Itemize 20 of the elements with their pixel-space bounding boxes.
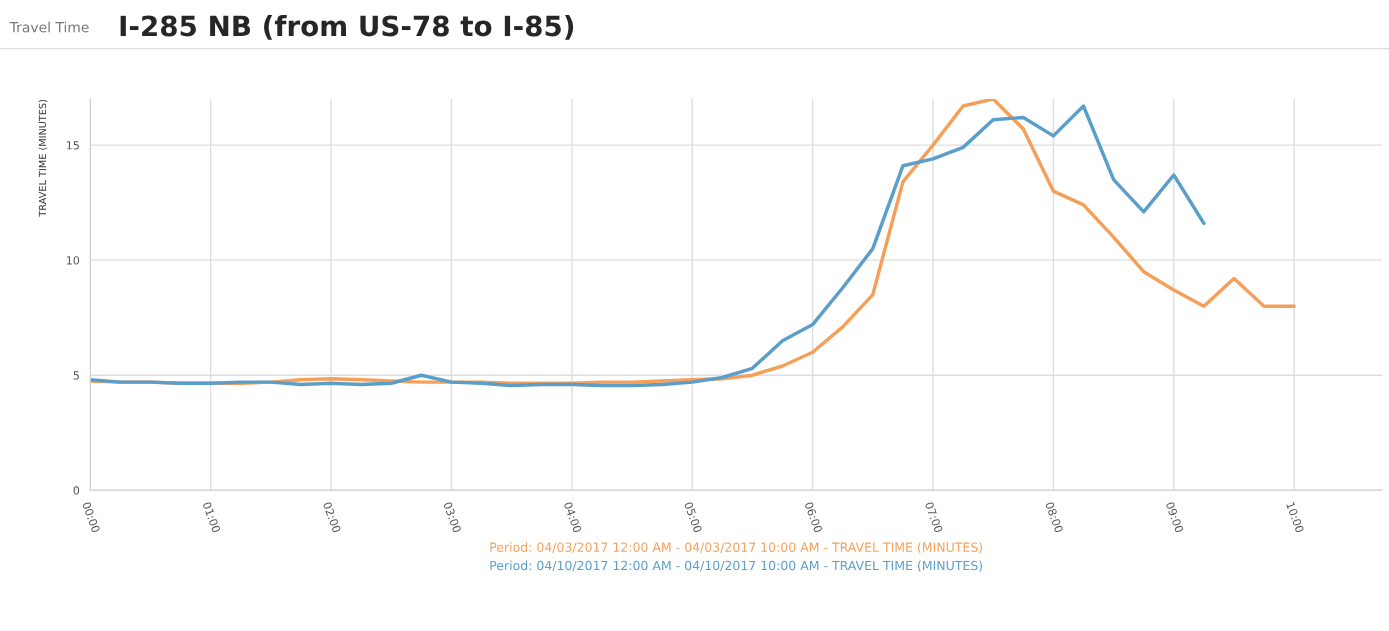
y-tick-label: 0	[73, 486, 80, 495]
x-tick-label: 03:00	[443, 501, 462, 534]
x-tick-label: 00:00	[82, 501, 101, 534]
x-tick-label: 05:00	[683, 501, 703, 534]
chart-subtitle: Travel Time	[9, 21, 89, 33]
x-tick-label: 02:00	[322, 501, 342, 534]
y-tick-label: 10	[66, 256, 80, 265]
x-tick-label: 08:00	[1045, 501, 1064, 534]
y-tick-label: 5	[73, 371, 79, 380]
text: Period: 04/10/2017 12:00 AM - 04/10/2017 10:00 AM - TRAVEL TIME (MINUTES)	[490, 560, 983, 572]
x-tick-label: 10:00	[1286, 501, 1305, 534]
x-tick-label: 07:00	[924, 501, 944, 534]
text: Period: 04/03/2017 12:00 AM - 04/03/2017 10:00 AM - TRAVEL TIME (MINUTES)	[490, 542, 983, 554]
y-tick-label: 15	[66, 141, 79, 150]
y-axis-title: TRAVEL TIME (MINUTES)	[38, 99, 48, 217]
chart-title: I-285 NB (from US-78 to I-85)	[120, 14, 574, 40]
x-tick-label: 04:00	[563, 501, 582, 534]
x-tick-label: 01:00	[202, 501, 221, 534]
x-tick-label: 09:00	[1165, 501, 1184, 534]
x-tick-label: 06:00	[804, 501, 823, 534]
